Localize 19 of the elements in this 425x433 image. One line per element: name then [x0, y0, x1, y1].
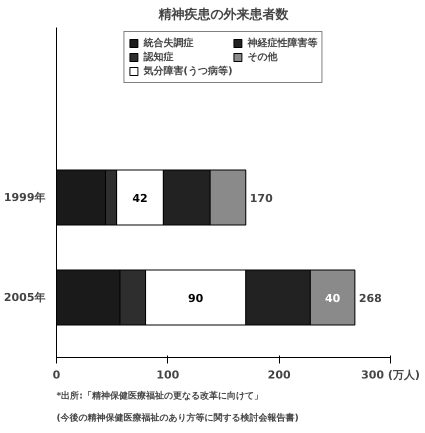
total-label: 268 [358, 292, 382, 305]
chart-title: 精神疾患の外来患者数 [158, 6, 290, 22]
data-label: 90 [188, 292, 204, 305]
y-tick-label: 2005年 [4, 291, 46, 304]
y-tick-label: 1999年 [4, 191, 46, 204]
x-tick-label: 0 [52, 368, 61, 382]
x-tick-label: 100 [156, 368, 180, 382]
legend-label: その他 [248, 50, 278, 64]
x-tick-label: 300 (万人) [361, 368, 420, 382]
data-label: 42 [132, 192, 148, 205]
text: *出所:「精神保健医療福祉の更なる改革に向けて」 [56, 390, 263, 402]
legend-label: 認知症 [143, 50, 174, 64]
data-label: 40 [324, 292, 341, 305]
x-tick-label: 200 [268, 368, 291, 382]
text: (今後の精神保健医療福祉のあり方等に関する検討会報告書) [56, 412, 299, 424]
legend-label: 統合失調症 [143, 36, 194, 50]
total-label: 170 [250, 192, 274, 205]
legend-label: 気分障害(うつ病等) [143, 64, 233, 78]
legend-label: 神経症性障害等 [248, 36, 318, 50]
